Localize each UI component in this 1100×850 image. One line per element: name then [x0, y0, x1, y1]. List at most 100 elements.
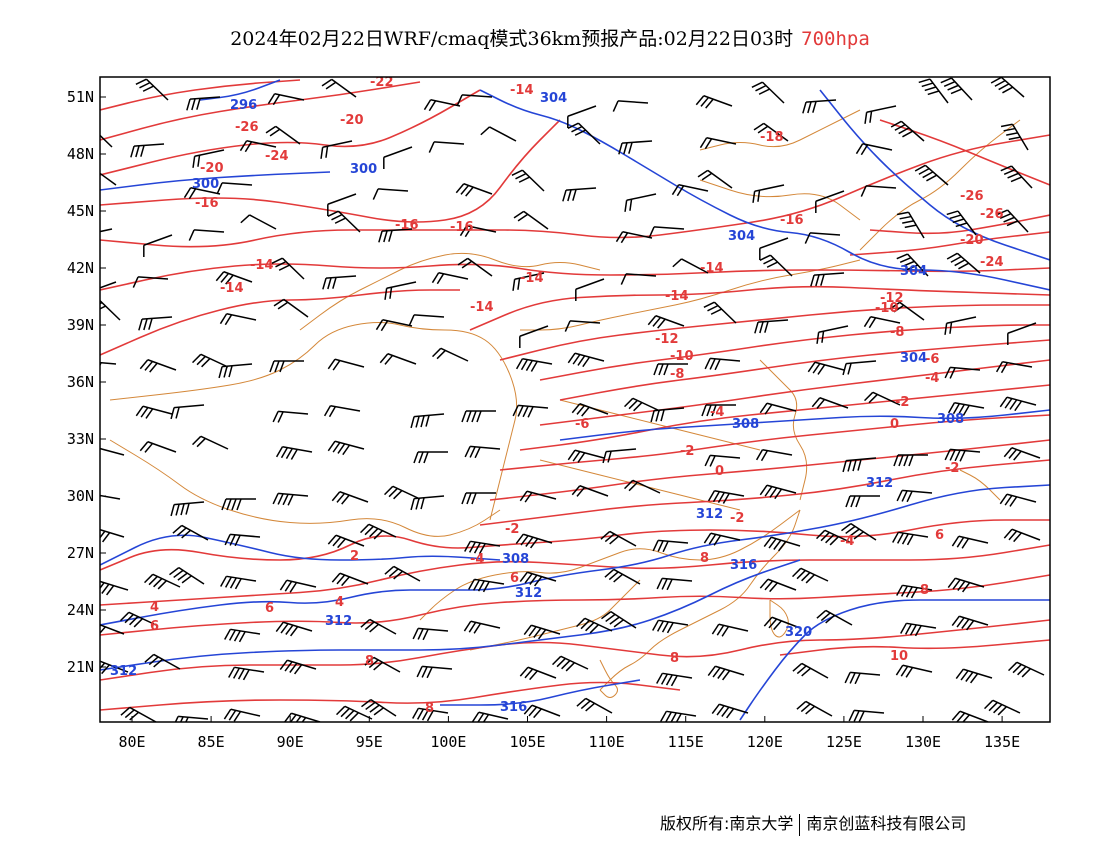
wind-barb [1000, 165, 1033, 189]
wind-barb [336, 705, 373, 722]
wind-barb [378, 228, 413, 243]
wind-barb [889, 301, 925, 321]
wind-barb [914, 164, 949, 186]
temperature-label: -14 [520, 271, 544, 286]
isotherm-line [100, 519, 1050, 571]
height-label: 312 [866, 476, 893, 491]
wind-barb [571, 403, 609, 417]
wind-barb [135, 78, 169, 101]
height-label: 312 [696, 507, 723, 522]
wind-barb [893, 454, 928, 467]
wind-barb [896, 584, 933, 599]
wind-barb [219, 313, 257, 326]
height-contours [100, 79, 1050, 721]
wind-barb [468, 578, 505, 593]
wind-barb [816, 609, 853, 626]
wind-barb [896, 253, 929, 277]
wind-barb [408, 314, 445, 326]
lat-label: 36N [67, 373, 94, 391]
wind-barb [811, 397, 849, 409]
temperature-label: -12 [655, 332, 679, 347]
wind-barb [996, 209, 1029, 233]
wind-barb [480, 126, 517, 142]
copyright-footer: 版权所有:南京大学 南京创蓝科技有限公司 [660, 810, 966, 836]
wind-barb [100, 446, 125, 459]
longitude-axis: 80E 85E 90E 95E 100E 105E 110E 115E 120E 125E 130E… [118, 716, 1020, 751]
temperature-label: -4 [470, 552, 484, 567]
boundary-lines [109, 109, 1021, 698]
wind-barb [552, 655, 589, 672]
map-frame [99, 76, 1051, 723]
wind-barb [327, 193, 357, 216]
wind-barb [239, 140, 277, 153]
height-label: 312 [325, 614, 352, 629]
wind-barb [272, 492, 309, 506]
temperature-label: 6 [935, 528, 944, 543]
wind-barb [647, 315, 685, 329]
wind-barb [946, 252, 981, 274]
wind-barb [650, 407, 685, 423]
wind-barb [144, 653, 181, 670]
wind-barb [704, 357, 741, 371]
wind-barb [576, 697, 613, 714]
wind-barb [216, 182, 253, 194]
wind-barb [379, 353, 417, 365]
wind-barb [995, 361, 1033, 374]
wind-barb [273, 298, 309, 318]
boundary-line [859, 119, 1021, 251]
wind-barb [990, 77, 1025, 98]
temperature-label: -2 [730, 511, 744, 526]
wind-barb [816, 529, 853, 546]
wind-barb [1003, 447, 1041, 461]
isotherm-line [879, 119, 1050, 186]
temperature-label: 8 [670, 651, 679, 666]
wind-barb [796, 700, 833, 717]
boundary-line [520, 259, 861, 331]
wind-barb [759, 402, 797, 415]
temperature-label: 0 [715, 464, 724, 479]
temperature-label: 8 [920, 583, 929, 598]
temperature-label: 8 [700, 551, 709, 566]
wind-barb [464, 540, 501, 555]
wind-barb [279, 659, 317, 675]
wind-barb [890, 120, 925, 142]
temperature-label: -16 [395, 218, 419, 233]
wind-barb [331, 572, 369, 587]
wind-barb [271, 257, 305, 280]
wind-barb [327, 358, 365, 371]
wind-barb [375, 319, 413, 332]
wind-barb [600, 530, 637, 547]
temperature-label: 4 [150, 600, 159, 615]
temperature-label: -16 [780, 213, 804, 228]
wind-barb [1007, 322, 1037, 345]
wind-barb [656, 577, 693, 591]
wind-barb [384, 281, 417, 300]
wind-barb [511, 169, 545, 192]
height-contour-line [199, 79, 281, 101]
boundary-line [959, 469, 1001, 501]
isotherm-line [100, 681, 681, 711]
height-label: 300 [350, 162, 377, 177]
height-label: 304 [728, 229, 755, 244]
wind-barb [754, 319, 789, 334]
wind-barb [711, 623, 749, 637]
wind-barb [170, 404, 205, 420]
temperature-label: -14 [510, 83, 534, 98]
wind-barb [656, 672, 693, 687]
wind-barb [463, 620, 501, 634]
height-label: 308 [937, 412, 964, 427]
temperature-label: -10 [875, 301, 899, 316]
wind-barb [562, 187, 597, 202]
height-label: 308 [732, 417, 759, 432]
wind-barb [192, 353, 229, 368]
height-label: 312 [110, 664, 137, 679]
wind-barb [848, 709, 885, 722]
wind-barb [139, 359, 177, 373]
wind-barb [751, 81, 785, 104]
wind-barb [120, 611, 157, 628]
wind-barb [900, 622, 937, 637]
wind-barb [711, 703, 749, 719]
isotherm-line [100, 79, 301, 111]
boundary-line [539, 459, 741, 511]
wind-barb [652, 619, 689, 634]
